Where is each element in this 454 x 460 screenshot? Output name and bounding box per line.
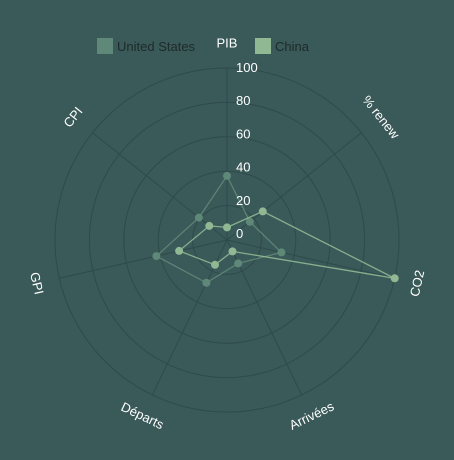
tick-label-0: 0 xyxy=(236,226,243,241)
legend: United States China xyxy=(97,38,310,54)
tick-labels: 0 20 40 60 80 100 xyxy=(236,60,258,241)
axis-label-1: % renew xyxy=(359,93,403,142)
axis-label-4: Départs xyxy=(119,399,167,432)
axis-label-0: PIB xyxy=(217,35,238,50)
series-0-point-5[interactable] xyxy=(152,252,161,261)
legend-swatch-0[interactable] xyxy=(97,38,113,54)
series-1-point-3[interactable] xyxy=(228,247,237,256)
legend-label-0[interactable]: United States xyxy=(117,39,196,54)
tick-label-40: 40 xyxy=(236,160,250,175)
series-1-point-5[interactable] xyxy=(175,246,184,255)
series-0-point-4[interactable] xyxy=(202,278,211,287)
series-1-point-1[interactable] xyxy=(258,207,267,216)
series-1-point-4[interactable] xyxy=(211,260,219,269)
grid-spoke-2 xyxy=(226,239,395,279)
series-0-point-2[interactable] xyxy=(277,248,286,257)
tick-label-100: 100 xyxy=(236,60,258,75)
series-1-point-6[interactable] xyxy=(205,221,214,230)
tick-label-20: 20 xyxy=(236,193,250,208)
grid-spoke-5 xyxy=(59,239,228,279)
grid-spoke-6 xyxy=(92,132,228,241)
axis-label-5: GPI xyxy=(27,271,47,296)
series-0-point-0[interactable] xyxy=(223,171,231,180)
series-layer xyxy=(152,171,399,287)
axis-label-3: Arrivées xyxy=(287,398,337,432)
series-1-point-2[interactable] xyxy=(390,274,399,283)
legend-label-1[interactable]: China xyxy=(275,39,310,54)
axis-label-2: CO2 xyxy=(407,269,428,298)
series-1-point-0[interactable] xyxy=(223,223,231,232)
legend-swatch-1[interactable] xyxy=(255,38,271,54)
series-line-1 xyxy=(177,210,395,279)
axis-label-6: CPI xyxy=(60,104,85,130)
radar-grid xyxy=(54,67,400,413)
series-0-point-6[interactable] xyxy=(194,213,203,222)
tick-label-80: 80 xyxy=(236,93,250,108)
series-line-0 xyxy=(155,174,283,284)
tick-label-60: 60 xyxy=(236,126,250,141)
series-0-point-1[interactable] xyxy=(245,217,254,226)
series-0-point-3[interactable] xyxy=(234,259,243,268)
